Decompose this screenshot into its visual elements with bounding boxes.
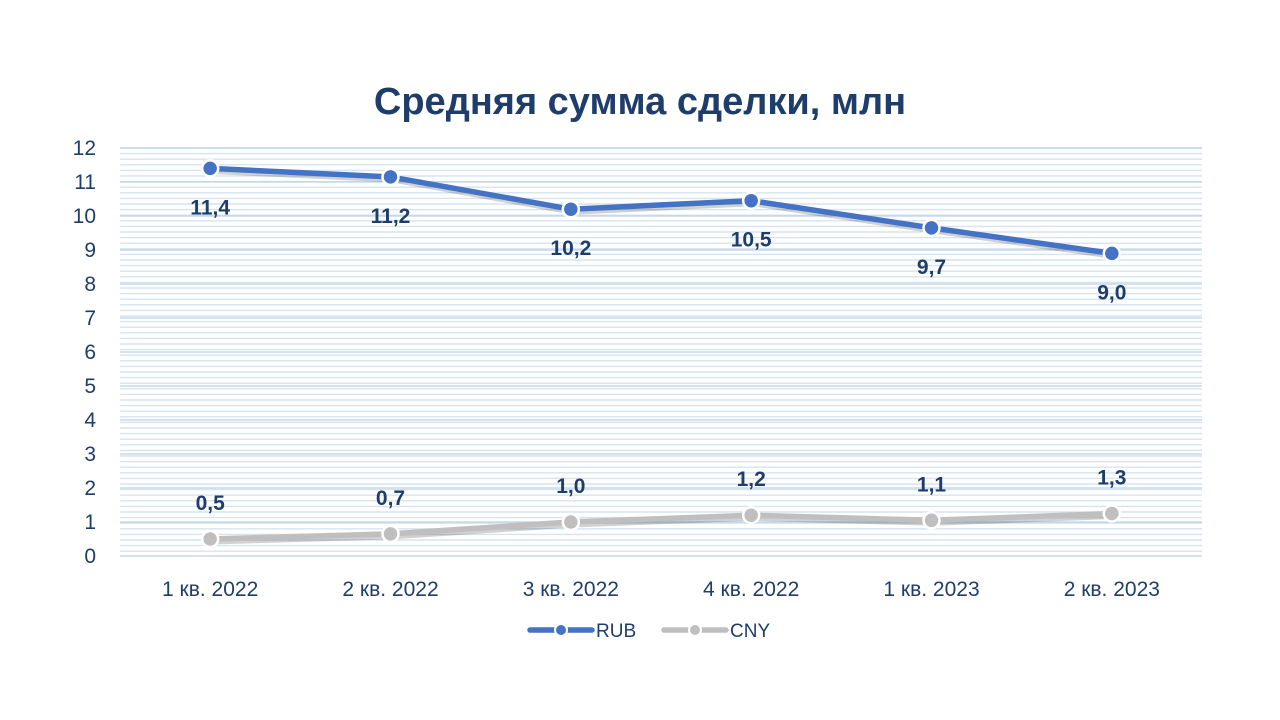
y-tick-label: 7 [84, 307, 96, 330]
data-label-cny: 1,3 [1097, 467, 1126, 490]
data-label-rub: 10,5 [731, 229, 772, 252]
legend-label-rub: RUB [596, 621, 636, 642]
x-tick-label: 1 кв. 2023 [883, 578, 979, 601]
legend-marker-cny [688, 623, 702, 637]
chart-title: Средняя сумма сделки, млн [374, 81, 906, 123]
data-point-rub [200, 159, 220, 178]
y-tick-label: 0 [84, 545, 96, 568]
data-point-rub [741, 191, 761, 210]
data-point-cny [381, 524, 400, 544]
y-tick-label: 12 [73, 137, 96, 160]
data-label-cny: 1,1 [917, 473, 947, 496]
y-tick-label: 3 [84, 443, 96, 466]
y-tick-label: 8 [84, 273, 96, 296]
x-tick-label: 2 кв. 2022 [342, 578, 438, 601]
x-tick-label: 3 кв. 2022 [523, 578, 619, 601]
series-line-cny [207, 510, 1115, 542]
data-point-rub [381, 167, 400, 187]
legend-label-cny: CNY [730, 621, 770, 642]
y-tick-label: 9 [84, 239, 96, 262]
x-tick-label: 2 кв. 2023 [1064, 578, 1160, 601]
data-label-cny: 0,5 [196, 492, 226, 515]
data-label-cny: 0,7 [376, 487, 405, 510]
y-tick-label: 2 [84, 477, 96, 500]
data-point-rub [561, 199, 581, 219]
y-tick-label: 5 [84, 375, 96, 398]
y-tick-label: 1 [84, 511, 96, 534]
data-point-cny [200, 529, 220, 549]
data-label-rub: 9,7 [917, 256, 946, 279]
series-line-rub [207, 165, 1115, 257]
data-label-rub: 11,2 [371, 205, 411, 228]
legend-marker-rub [554, 623, 568, 637]
data-label-rub: 10,2 [550, 237, 591, 260]
data-point-rub [922, 218, 941, 238]
legend: RUB CNY [527, 621, 770, 642]
data-point-rub [1102, 244, 1122, 263]
data-labels: 11,4 11,2 10,2 10,5 9,7 9,0 0,5 0,7 1,0 1,2 1,1 1,3 [190, 196, 1126, 515]
data-point-cny [561, 512, 581, 532]
data-point-cny [741, 505, 761, 525]
y-tick-label: 6 [84, 341, 96, 364]
x-tick-label: 1 кв. 2022 [162, 578, 258, 601]
y-tick-label: 4 [84, 409, 96, 432]
x-tick-label: 4 кв. 2022 [703, 578, 799, 601]
data-point-cny [1102, 504, 1122, 523]
y-tick-label: 11 [74, 171, 96, 194]
data-label-rub: 9,0 [1097, 281, 1126, 304]
x-axis-tick-labels: 1 кв. 2022 2 кв. 2022 3 кв. 2022 4 кв. 2022… [162, 578, 1160, 601]
data-label-cny: 1,2 [737, 468, 766, 491]
y-tick-label: 10 [73, 205, 96, 228]
data-point-cny [922, 511, 941, 530]
grid-lines [120, 147, 1202, 557]
series-group [200, 159, 1122, 549]
data-label-rub: 11,4 [190, 196, 230, 219]
data-label-cny: 1,0 [556, 475, 585, 498]
